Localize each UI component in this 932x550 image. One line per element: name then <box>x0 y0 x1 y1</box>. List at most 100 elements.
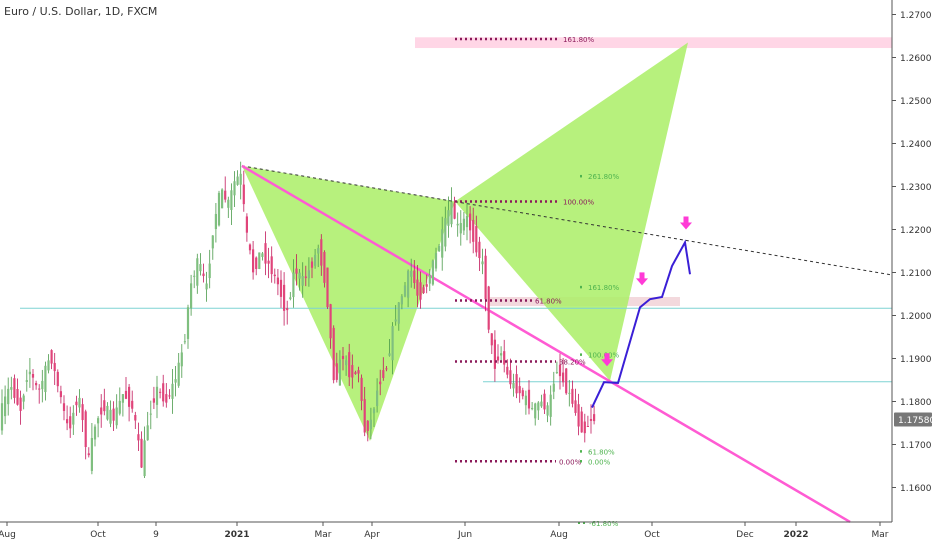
candle <box>28 358 31 388</box>
candle <box>410 258 413 288</box>
candle <box>258 252 261 270</box>
candle <box>450 187 453 228</box>
candle-body <box>35 383 38 386</box>
candle-body <box>186 307 190 339</box>
candle <box>354 370 357 375</box>
candle-body <box>382 370 385 378</box>
candle <box>363 386 366 437</box>
candle <box>286 300 289 325</box>
candle-body <box>217 192 221 226</box>
candle <box>159 388 162 399</box>
x-tick-label: Dec <box>736 530 753 540</box>
candle-body <box>388 353 391 356</box>
candle <box>304 265 307 287</box>
dashed-trendline <box>241 165 891 276</box>
candle-body <box>332 327 335 381</box>
candle <box>335 352 338 383</box>
candle-body <box>515 374 518 394</box>
candle <box>267 247 270 279</box>
candle <box>193 270 196 289</box>
candle <box>239 161 242 200</box>
candle-body <box>264 243 267 264</box>
candle-body <box>38 388 41 390</box>
candle <box>84 409 87 460</box>
candle <box>472 207 475 254</box>
candle <box>50 349 53 370</box>
candle-body <box>456 223 459 226</box>
candle <box>320 234 323 276</box>
candle-body <box>295 268 298 274</box>
candle <box>41 369 44 403</box>
candle-body <box>465 215 469 228</box>
candle-body <box>245 216 248 233</box>
candle-body <box>214 213 217 230</box>
candle-body <box>345 360 348 366</box>
candle-body <box>183 341 186 343</box>
candle-body <box>348 352 351 378</box>
candle-body <box>317 248 320 254</box>
candle-body <box>292 272 295 298</box>
candle-body <box>416 279 419 296</box>
candle <box>211 235 214 260</box>
candle <box>360 374 363 411</box>
candle <box>475 215 478 257</box>
candle-body <box>419 282 422 300</box>
candle <box>428 269 431 292</box>
x-tick-label: Oct <box>644 530 660 540</box>
fib-label: 38.20% <box>559 359 586 367</box>
y-tick-label: 1.27000 <box>900 11 932 21</box>
candle-body <box>196 258 199 286</box>
candle-body <box>22 395 25 402</box>
candle-body <box>267 260 270 264</box>
candle-body <box>193 275 196 277</box>
candle-body <box>552 383 555 392</box>
last-price-label: 1.17580 <box>898 416 932 426</box>
candle-body <box>84 411 87 448</box>
candle <box>493 330 496 382</box>
candle-body <box>205 283 208 290</box>
candle <box>217 190 221 227</box>
candle-body <box>351 365 354 378</box>
candle <box>146 411 149 441</box>
candle <box>419 271 422 309</box>
candle-body <box>441 229 444 258</box>
candle <box>155 375 159 419</box>
candle-body <box>562 372 565 383</box>
candle-body <box>310 261 314 268</box>
fib-levels: 161.80% 261.80% 100.00% 161.80% 61.80% 100.00… <box>455 36 619 528</box>
candle <box>174 366 177 397</box>
candle-body <box>472 219 475 242</box>
candle <box>515 365 518 399</box>
candle-body <box>59 391 62 398</box>
candle-body <box>224 190 227 200</box>
candle-body <box>431 260 434 285</box>
horizontal-lines <box>20 307 892 383</box>
candle <box>376 378 379 413</box>
candle <box>152 386 155 410</box>
candle <box>506 359 509 379</box>
candle <box>168 389 171 400</box>
candle <box>69 406 72 438</box>
candle <box>78 389 81 413</box>
candle <box>97 416 100 438</box>
candle <box>81 398 84 433</box>
candle <box>47 354 50 374</box>
candle <box>314 248 317 269</box>
candle-body <box>180 352 183 367</box>
x-tick-label: 2021 <box>224 530 249 540</box>
x-tick-label: Apr <box>364 530 380 540</box>
candle-body <box>506 366 509 375</box>
x-tick-label: Oct <box>90 530 106 540</box>
symbol-title: Euro / U.S. Dollar, 1D, FXCM <box>4 5 157 18</box>
x-tick-label: Aug <box>550 530 568 540</box>
candle-body <box>140 438 143 468</box>
candle <box>245 213 248 242</box>
candle-body <box>134 415 137 421</box>
candle <box>196 253 199 294</box>
y-tick-label: 1.22000 <box>900 226 932 236</box>
candle <box>59 385 62 404</box>
candle <box>431 259 434 286</box>
candle <box>453 196 456 220</box>
candle <box>183 333 186 345</box>
